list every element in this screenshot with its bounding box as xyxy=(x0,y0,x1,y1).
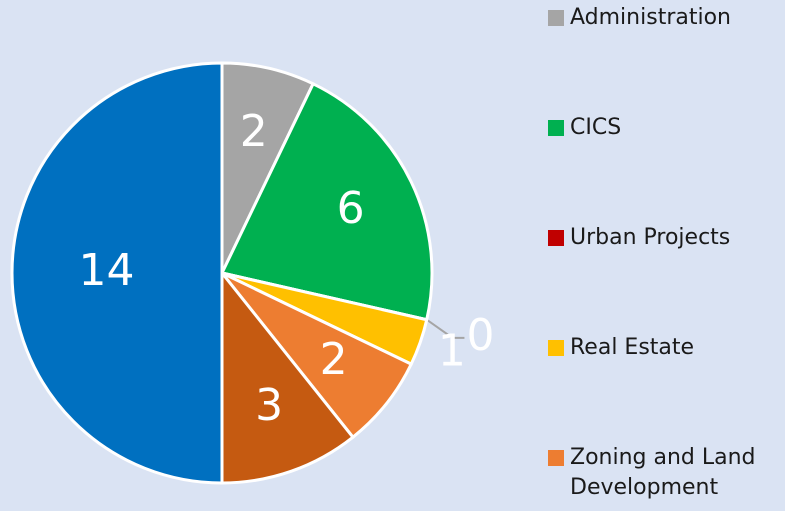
legend-label: Zoning and Land Development xyxy=(570,445,756,500)
pie-slice xyxy=(219,81,434,322)
data-label: 2 xyxy=(320,334,348,385)
legend-entry: CICS xyxy=(548,113,621,143)
data-label: 1 xyxy=(438,325,466,376)
data-label: 2 xyxy=(240,106,268,157)
pie-slice xyxy=(220,268,356,485)
pie-slice xyxy=(10,61,224,485)
data-label: 6 xyxy=(337,183,365,234)
data-label: 0 xyxy=(466,310,494,361)
legend-entry: Zoning and Land Development xyxy=(548,443,775,503)
legend-swatch xyxy=(548,340,564,356)
legend-label: Real Estate xyxy=(570,335,695,360)
legend-entry: Real Estate xyxy=(548,333,694,363)
leader-line xyxy=(426,318,465,339)
legend-entry: Administration xyxy=(548,3,731,33)
legend-swatch xyxy=(548,120,564,136)
legend-label: Administration xyxy=(570,5,731,30)
data-label: 14 xyxy=(79,245,135,296)
legend-swatch xyxy=(548,230,564,246)
legend-entry: Urban Projects xyxy=(548,223,730,253)
legend-swatch xyxy=(548,10,564,26)
legend-label: Urban Projects xyxy=(570,225,731,250)
legend-label: CICS xyxy=(570,115,622,140)
data-label: 3 xyxy=(255,380,283,431)
legend-swatch xyxy=(548,450,564,466)
